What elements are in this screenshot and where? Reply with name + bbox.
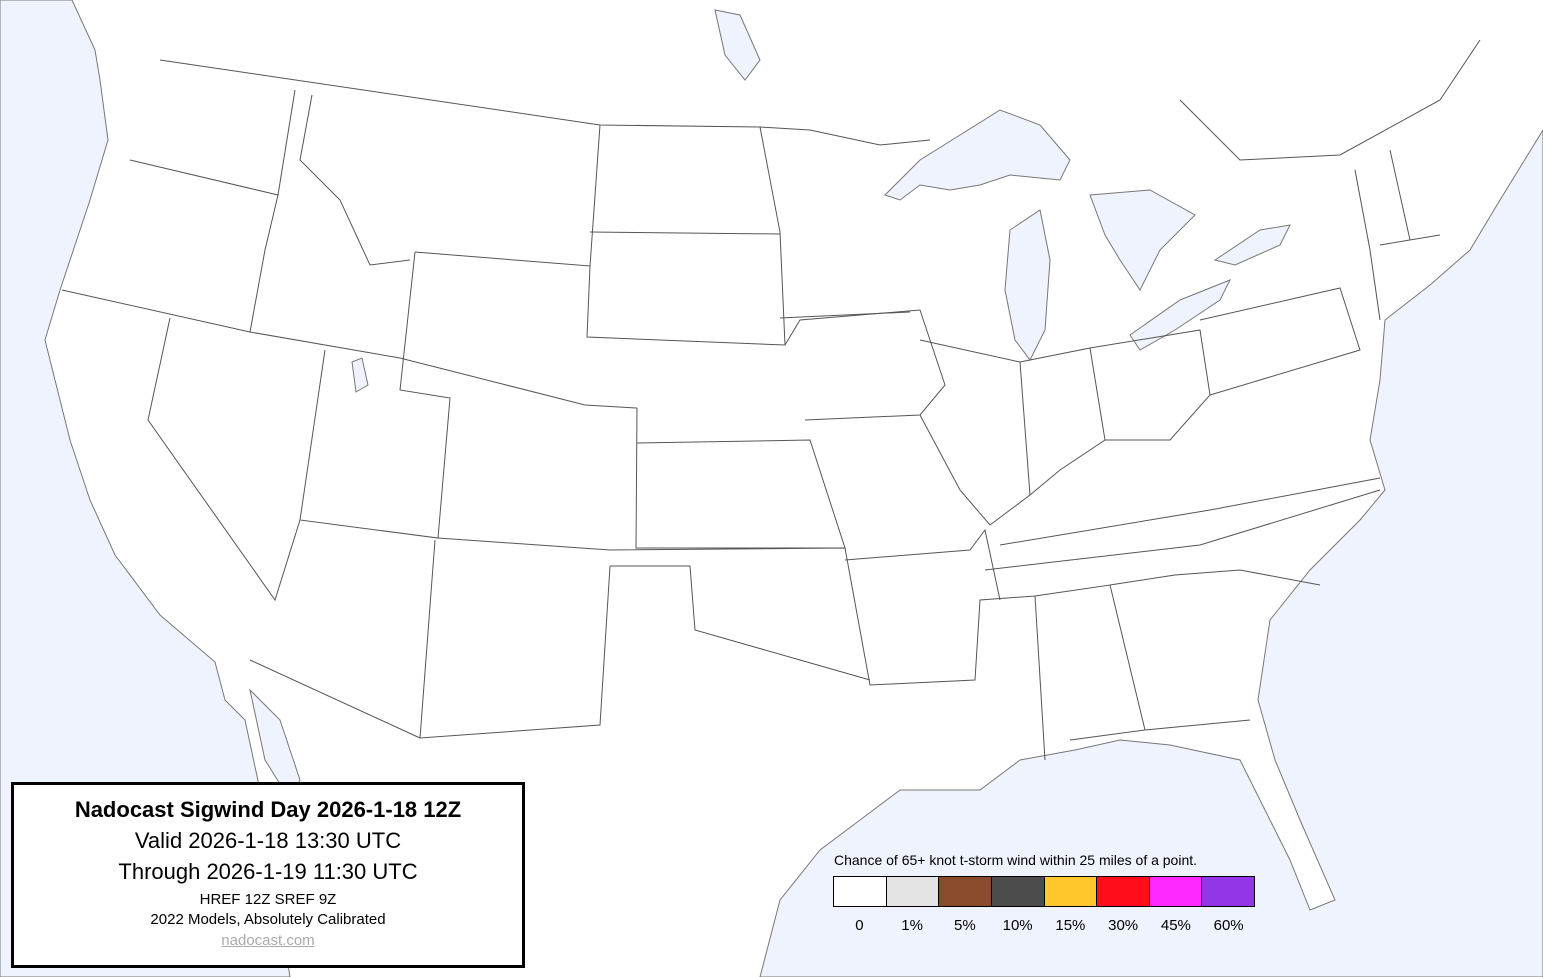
site-link[interactable]: nadocast.com [221, 932, 315, 949]
legend-swatch [991, 877, 1045, 906]
lake-superior [884, 109, 1071, 201]
legend-label: 1% [901, 917, 923, 934]
legend-swatch [1044, 877, 1098, 906]
valid-time: Valid 2026-1-18 13:30 UTC [134, 828, 402, 853]
legend-label: 60% [1213, 917, 1244, 934]
model-runs: HREF 12Z SREF 9Z [199, 891, 337, 908]
legend-color-bar [833, 876, 1255, 907]
legend-label: 10% [1002, 917, 1033, 934]
legend-label: 5% [954, 917, 976, 934]
legend-swatch [834, 877, 887, 906]
legend-swatch [1202, 877, 1254, 906]
great-salt-lake [351, 357, 369, 393]
pacific-ocean [0, 0, 291, 977]
legend-caption: Chance of 65+ knot t-storm wind within 2… [834, 852, 1198, 868]
legend-label: 0 [855, 917, 864, 934]
forecast-title: Nadocast Sigwind Day 2026-1-18 12Z [74, 797, 462, 822]
state-borders [61, 39, 1481, 761]
legend-label: 15% [1055, 917, 1086, 934]
through-time: Through 2026-1-19 11:30 UTC [118, 859, 418, 884]
legend-label: 30% [1108, 917, 1139, 934]
lake-erie [1129, 279, 1232, 351]
atlantic-ocean [759, 129, 1543, 977]
legend-swatch [1149, 877, 1203, 906]
lake-ontario [1213, 224, 1291, 266]
legend-swatch [886, 877, 940, 906]
legend-swatch [1097, 877, 1150, 906]
lake-michigan [1004, 209, 1051, 361]
probability-legend: Chance of 65+ knot t-storm wind within 2… [828, 852, 1268, 934]
forecast-info-box: Nadocast Sigwind Day 2026-1-18 12Z Valid… [11, 782, 525, 968]
lake-huron [1089, 189, 1196, 291]
legend-label: 45% [1160, 917, 1191, 934]
lake-winnipeg [714, 9, 761, 81]
calibration-note: 2022 Models, Absolutely Calibrated [150, 911, 386, 928]
legend-swatch [939, 877, 992, 906]
